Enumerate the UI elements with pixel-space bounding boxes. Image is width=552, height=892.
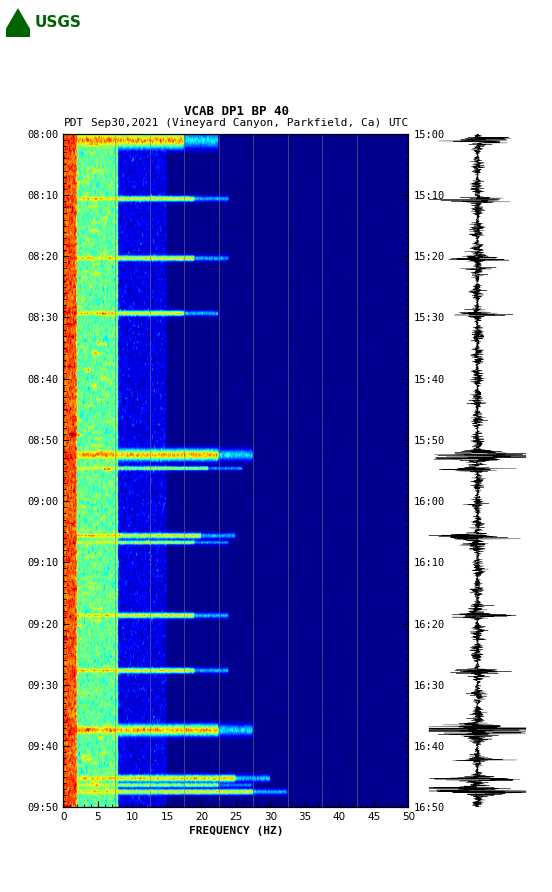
Text: UTC: UTC bbox=[388, 118, 408, 128]
Polygon shape bbox=[6, 29, 30, 37]
Text: PDT: PDT bbox=[63, 118, 84, 128]
Text: Sep30,2021 (Vineyard Canyon, Parkfield, Ca): Sep30,2021 (Vineyard Canyon, Parkfield, … bbox=[91, 118, 381, 128]
Text: VCAB DP1 BP 40: VCAB DP1 BP 40 bbox=[184, 104, 289, 118]
Text: USGS: USGS bbox=[34, 15, 81, 29]
X-axis label: FREQUENCY (HZ): FREQUENCY (HZ) bbox=[189, 826, 283, 837]
Polygon shape bbox=[6, 8, 30, 29]
